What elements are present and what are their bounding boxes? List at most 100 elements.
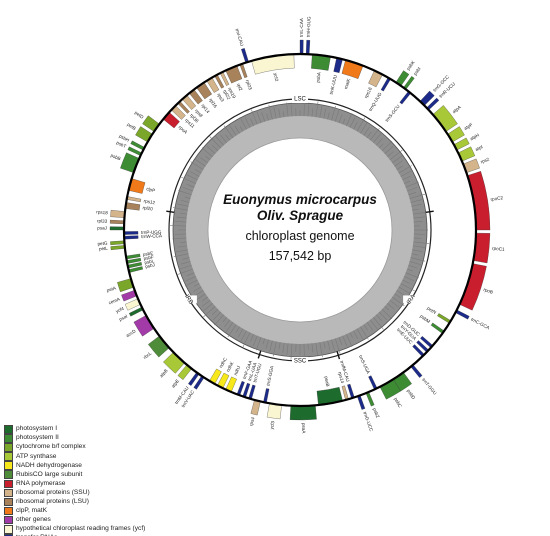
gc-tick [212, 308, 219, 315]
gc-tick [286, 343, 289, 357]
gc-tick [185, 276, 196, 282]
gene-label-ycf4: ycf4 [115, 306, 125, 314]
gene-label-rbcL: rbcL [142, 350, 152, 360]
gene-label-petA: petA [106, 285, 117, 293]
gene-label-trnS-GGA: trnS-GGA [266, 365, 275, 387]
gc-tick [173, 253, 189, 258]
gc-tick [381, 140, 393, 152]
gc-tick [389, 149, 403, 161]
legend-item: NADH dehydrogenase [4, 461, 204, 470]
region-label-IRB: IRB [183, 294, 193, 306]
gc-tick [408, 264, 418, 269]
gc-tick [376, 138, 383, 146]
gene-label-rpoB: rpoB [483, 287, 494, 295]
gene-label-petG: petG [97, 241, 108, 247]
legend-item: ATP synthase [4, 452, 204, 461]
gc-tick [202, 303, 213, 312]
gc-tick [209, 136, 222, 149]
gc-tick [290, 105, 293, 117]
region-label-bg [292, 95, 308, 103]
gene-label-psbI: psbI [413, 66, 422, 76]
gene-block-trnW-CCA [123, 235, 139, 240]
species-name: Euonymus microcarpus Oliv. Sprague [175, 192, 425, 224]
gc-tick [389, 299, 400, 308]
gc-tick [402, 279, 410, 284]
gc-tick [186, 272, 195, 276]
gene-label-rps3: rps3 [216, 92, 225, 103]
gc-tick [378, 143, 384, 149]
gc-tick [214, 314, 224, 326]
legend-swatch [4, 525, 13, 534]
gc-tick [201, 296, 208, 302]
gene-label-rpl23: rpl23 [245, 79, 253, 91]
gene-label-rps18: rps18 [96, 209, 108, 215]
gc-tick [235, 326, 240, 333]
gc-tick [384, 146, 394, 154]
gene-block-trnL-UAA [242, 382, 251, 398]
rings-layer: LSC IRA SSC IRB [122, 52, 478, 408]
legend-item: clpP, matK [4, 506, 204, 516]
gene-block-trnC-GCA [455, 309, 470, 320]
gene-block-trnI-CAU [241, 48, 249, 63]
gc-tick [172, 237, 187, 240]
gene-block-petG [110, 240, 125, 246]
region-label-bg [292, 357, 308, 365]
legend-label: photosystem II [16, 434, 59, 442]
gc-tick [227, 324, 237, 338]
gene-block-petN [437, 313, 452, 324]
gc-tick [185, 174, 198, 181]
gene-label-trnfM-CAU: trnfM-CAU [339, 360, 350, 382]
legend-item: ribosomal proteins (SSU) [4, 488, 204, 498]
gc-tick [179, 264, 192, 270]
legend-label: hypothetical chloroplast reading frames … [16, 525, 146, 533]
gc-tick [396, 165, 403, 170]
gc-tick [175, 249, 188, 253]
gc-tick [184, 196, 191, 199]
gc-tick [265, 339, 269, 349]
gene-block-rpl20 [125, 202, 141, 211]
gc-tick [170, 225, 187, 227]
gc-tick [266, 113, 269, 121]
gene-label-atpF: atpF [463, 122, 474, 131]
gene-label-psbE: psbE [143, 250, 154, 257]
gene-label-rps2: rps2 [480, 157, 491, 165]
gc-tick [366, 322, 374, 331]
gc-tick [400, 170, 412, 177]
gene-label-psbM: psbM [419, 314, 431, 325]
gene-label-atpB: atpB [159, 368, 169, 378]
gc-tick [172, 207, 188, 211]
legend-label: RNA polymerase [16, 479, 66, 487]
gene-label-psbH: psbH [118, 133, 130, 142]
gc-tick [384, 306, 390, 311]
gc-tick [225, 134, 231, 141]
gene-label-trnS-UGA: trnS-UGA [358, 354, 371, 375]
gene-block-rpoC2 [467, 171, 491, 231]
gene-block-rps18 [110, 209, 126, 218]
gc-tick [398, 286, 411, 294]
gc-tick [319, 342, 323, 358]
gc-tick [307, 105, 310, 117]
genome-size: 157,542 bp [268, 249, 332, 263]
gc-tick [398, 165, 412, 174]
gc-tick [201, 147, 213, 157]
gc-tick [376, 314, 382, 321]
gene-label-psbB: psbB [110, 153, 122, 161]
gc-tick [413, 221, 423, 223]
gc-tick [409, 261, 422, 266]
gc-tick [394, 293, 401, 298]
gene-label-atpA: atpA [451, 104, 462, 114]
gene-block-rps12 [126, 196, 142, 203]
gc-tick [363, 127, 370, 136]
genome-subtitle: chloroplast genome [245, 229, 355, 243]
gene-label-rps19: rps19 [227, 86, 237, 99]
gc-tick [256, 110, 262, 123]
gc-tick [346, 334, 353, 348]
gc-tick [412, 208, 420, 211]
gc-tick [234, 125, 240, 134]
gc-tick [237, 328, 244, 338]
legend-swatch [4, 443, 13, 452]
gene-label-rps16: rps16 [363, 86, 373, 99]
gene-label-ycf2: ycf2 [273, 73, 279, 83]
gc-tick [331, 105, 336, 121]
